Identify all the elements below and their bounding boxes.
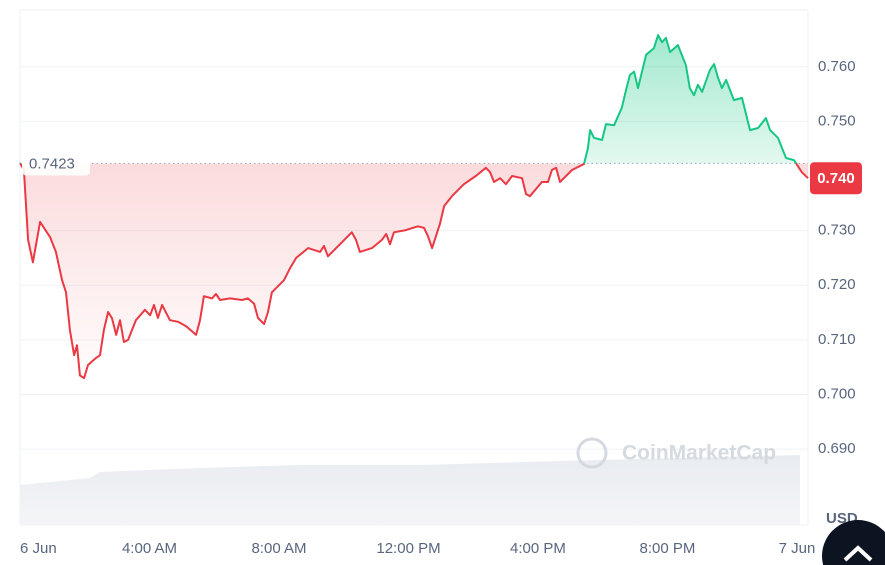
- x-tick-label: 8:00 AM: [251, 540, 306, 557]
- price-line: [19, 34, 809, 380]
- scroll-top-button[interactable]: [822, 520, 885, 565]
- x-tick-label: 8:00 PM: [640, 540, 696, 557]
- y-tick-label: 0.760: [818, 58, 856, 75]
- x-tick-label: 6 Jun: [20, 540, 57, 557]
- y-tick-label: 0.720: [818, 276, 856, 293]
- x-tick-label: 4:00 PM: [510, 540, 566, 557]
- y-tick-label: 0.690: [818, 440, 856, 457]
- price-area: [20, 35, 808, 379]
- baseline-label-box: [22, 151, 90, 176]
- current-price-box: [810, 162, 862, 195]
- y-tick-label: 0.710: [818, 331, 856, 348]
- scroll-top-icon[interactable]: [843, 545, 873, 562]
- x-tick-label: 12:00 PM: [376, 540, 440, 557]
- y-tick-label: 0.750: [818, 112, 856, 129]
- x-tick-label: 4:00 AM: [122, 540, 177, 557]
- x-tick-label: 7 Jun: [779, 540, 816, 557]
- current-price-label: 0.740: [817, 170, 855, 187]
- watermark-text: CoinMarketCap: [622, 442, 776, 465]
- watermark: CoinMarketCap: [576, 437, 776, 469]
- watermark-logo: [576, 437, 608, 469]
- y-tick-label: 0.700: [818, 385, 856, 402]
- y-tick-label: 0.730: [818, 222, 856, 239]
- volume-band: [20, 455, 800, 525]
- scroll-top-circle[interactable]: [822, 520, 885, 565]
- baseline-label: 0.7423: [29, 155, 75, 172]
